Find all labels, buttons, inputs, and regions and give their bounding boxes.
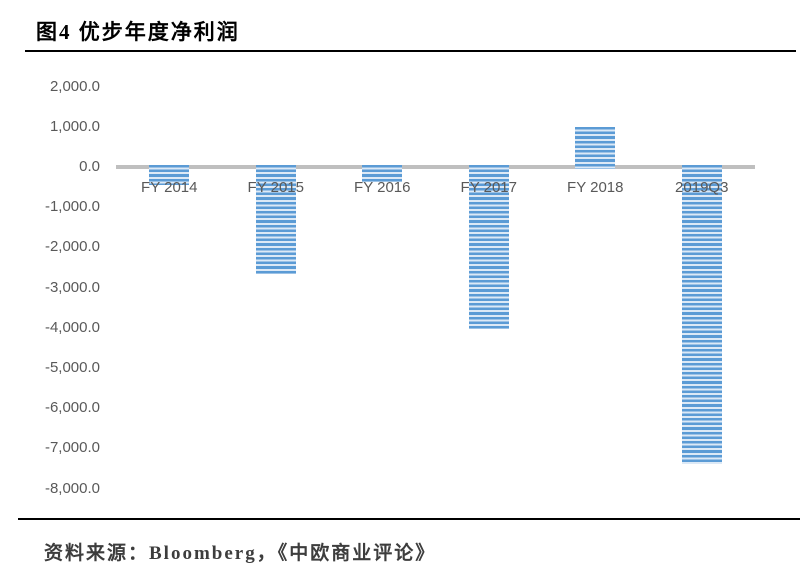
source-note: 资料来源：Bloomberg，《中欧商业评论》 — [44, 543, 437, 564]
y-axis-tick-label: -6,000.0 — [44, 399, 100, 417]
bar-fy-2014 — [149, 165, 190, 186]
bar-2019q3 — [681, 165, 722, 465]
y-axis-tick-label: -2,000.0 — [44, 238, 100, 256]
y-axis-tick-label: -4,000.0 — [44, 318, 100, 336]
y-axis-tick-label: 1,000.0 — [49, 117, 100, 135]
y-axis-tick-label: -8,000.0 — [44, 479, 100, 497]
bar-fy-2016 — [362, 165, 403, 182]
title-divider-rule — [25, 50, 796, 52]
footer-divider-rule — [18, 518, 800, 520]
y-axis-tick-label: -1,000.0 — [44, 198, 100, 216]
x-axis-category-label: FY 2018 — [567, 179, 624, 196]
y-axis-tick-label: -7,000.0 — [44, 439, 100, 457]
x-axis-category-label: FY 2014 — [141, 179, 198, 196]
x-axis-category-label: FY 2015 — [247, 179, 304, 196]
x-axis-category-label: 2019Q3 — [675, 179, 729, 196]
chart-title: 图4 优步年度净利润 — [36, 20, 240, 44]
y-axis-tick-label: -5,000.0 — [44, 359, 100, 376]
zero-axis-line — [116, 165, 755, 169]
bar-fy-2018 — [575, 126, 616, 169]
y-axis-tick-label: 0.0 — [79, 158, 100, 175]
x-axis-category-label: FY 2017 — [460, 179, 517, 196]
bar-fy-2017 — [468, 165, 509, 329]
x-axis-category-label: FY 2016 — [354, 179, 411, 196]
y-axis-tick-label: -3,000.0 — [44, 278, 100, 296]
y-axis-tick-label: 2,000.0 — [49, 77, 100, 95]
bar-fy-2015 — [255, 165, 296, 274]
